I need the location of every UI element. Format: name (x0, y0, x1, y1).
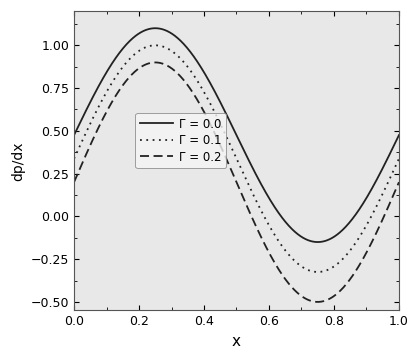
Line: Γ = 0.0: Γ = 0.0 (74, 28, 399, 242)
Γ = 0.1 (326, 267, 331, 272)
Γ = 0.1 (295, 261, 300, 266)
Γ = 0.2 (71, 180, 76, 184)
X-axis label: x: x (232, 334, 241, 349)
Legend: Γ = 0.0, Γ = 0.1, Γ = 0.2: Γ = 0.0, Γ = 0.1, Γ = 0.2 (135, 113, 226, 168)
Γ = 0.2 (203, 113, 208, 117)
Γ = 0.2 (215, 137, 220, 141)
Γ = 0.1 (71, 157, 76, 161)
Γ = 0.2 (396, 180, 402, 184)
Γ = 0.0 (215, 95, 220, 99)
Γ = 0.2 (295, 291, 300, 295)
Γ = 0.2 (326, 297, 331, 302)
Γ = 0.2 (105, 108, 110, 113)
Line: Γ = 0.2: Γ = 0.2 (74, 62, 399, 302)
Y-axis label: dp/dx: dp/dx (11, 141, 25, 181)
Γ = 0.0 (153, 26, 158, 30)
Γ = 0.2 (331, 294, 336, 298)
Γ = 0.1 (203, 93, 208, 97)
Γ = 0.0 (396, 133, 402, 137)
Γ = 0.0 (71, 133, 76, 137)
Γ = 0.1 (215, 116, 220, 120)
Γ = 0.1 (315, 270, 320, 274)
Line: Γ = 0.1: Γ = 0.1 (74, 45, 399, 272)
Γ = 0.2 (153, 60, 158, 64)
Γ = 0.1 (396, 157, 402, 161)
Γ = 0.1 (331, 264, 336, 269)
Γ = 0.1 (105, 89, 110, 93)
Γ = 0.0 (326, 238, 331, 242)
Γ = 0.1 (153, 43, 158, 48)
Γ = 0.2 (315, 300, 320, 304)
Γ = 0.0 (203, 73, 208, 77)
Γ = 0.0 (295, 232, 300, 236)
Γ = 0.0 (105, 69, 110, 73)
Γ = 0.0 (315, 240, 320, 244)
Γ = 0.0 (331, 235, 336, 239)
